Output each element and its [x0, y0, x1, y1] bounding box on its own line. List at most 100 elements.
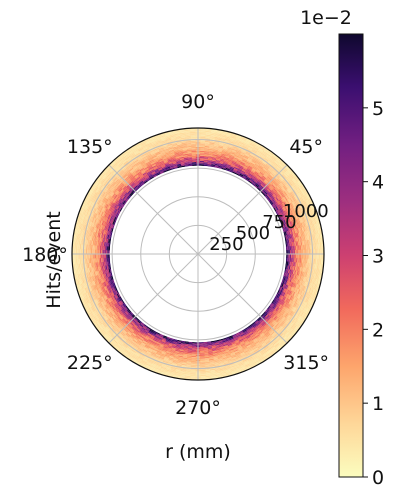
heat-cell [279, 320, 284, 325]
heat-cell [83, 214, 87, 221]
heat-cell [260, 348, 266, 353]
heat-cell [127, 319, 132, 324]
heat-cell [142, 155, 148, 160]
heat-cell [286, 234, 289, 239]
heat-cell [140, 142, 146, 146]
heat-cell [101, 329, 106, 336]
heat-cell [279, 161, 285, 167]
heat-cell [135, 170, 141, 174]
heat-cell [303, 253, 306, 259]
heat-cell [214, 341, 220, 344]
heat-cell [213, 146, 219, 149]
heat-cell [120, 314, 125, 319]
heat-cell [90, 281, 94, 287]
heat-cell [281, 197, 286, 202]
heat-cell [277, 171, 282, 177]
heat-cell [240, 151, 246, 155]
heat-cell [89, 267, 92, 273]
heat-cell [122, 337, 127, 342]
heat-cell [90, 221, 94, 228]
heat-cell [207, 154, 213, 157]
heat-cell [274, 301, 278, 306]
heat-cell [90, 254, 93, 259]
heat-cell [104, 273, 107, 279]
heat-cell [190, 134, 196, 136]
heat-cell [300, 262, 303, 268]
heat-cell [148, 330, 153, 334]
heat-cell [148, 358, 154, 363]
heat-cell [284, 177, 289, 183]
heat-cell [235, 353, 241, 357]
heat-cell [141, 360, 148, 364]
heat-cell [236, 342, 241, 346]
heat-cell [207, 342, 212, 345]
heat-cell [314, 289, 318, 296]
heat-cell [252, 157, 258, 162]
heat-cell [79, 234, 82, 240]
heat-cell [200, 134, 206, 136]
heat-cell [281, 202, 286, 207]
heat-cell [173, 148, 179, 152]
heat-cell [122, 167, 128, 172]
heat-cell [271, 299, 275, 304]
heat-cell [90, 306, 95, 313]
heat-cell [249, 153, 255, 157]
heat-cell [81, 288, 84, 295]
heat-cell [102, 322, 107, 328]
heat-cell [190, 148, 196, 150]
heat-cell [250, 161, 256, 165]
heat-cell [73, 248, 75, 255]
heat-cell [298, 231, 302, 237]
heat-cell [286, 238, 288, 243]
heat-cell [112, 300, 117, 305]
heat-cell [182, 149, 188, 152]
heat-cell [89, 272, 93, 278]
heat-cell [239, 340, 245, 345]
heat-cell [113, 204, 118, 209]
heat-cell [222, 355, 228, 359]
heat-cell [281, 291, 285, 297]
heat-cell [79, 258, 82, 265]
heat-cell [145, 169, 151, 174]
angle-tick-labels: 0°45°90°135°180°225°270°315° [22, 91, 362, 419]
heat-cell [281, 224, 284, 229]
heat-cell [136, 321, 141, 326]
heat-cell [224, 138, 230, 142]
heat-cell [205, 131, 211, 134]
heat-cell [116, 191, 120, 196]
heat-cell [140, 322, 145, 327]
heat-cell [121, 308, 126, 313]
heat-cell [233, 166, 239, 170]
heat-cell [286, 289, 290, 294]
heat-cell [119, 315, 124, 320]
heat-cell [101, 306, 106, 312]
heat-cell [218, 360, 224, 363]
heat-cell [295, 270, 298, 275]
heat-cell [302, 257, 304, 263]
heat-cell [146, 334, 151, 339]
heat-cell [103, 229, 106, 235]
heat-cell [142, 172, 147, 176]
heat-cell [287, 257, 289, 262]
heat-cell [208, 151, 214, 154]
heat-cell [115, 290, 119, 295]
heat-cell [225, 370, 232, 373]
heat-cell [114, 338, 120, 344]
heat-cell [170, 370, 177, 373]
heat-cell [141, 351, 147, 355]
heat-cell [145, 161, 151, 165]
heat-cell [255, 320, 259, 324]
heat-cell [287, 234, 290, 239]
heat-cell [293, 278, 296, 284]
heat-cell [108, 265, 110, 270]
heat-cell [89, 216, 93, 223]
heat-cell [281, 310, 286, 316]
heat-cell [164, 372, 171, 376]
heat-cell [258, 345, 264, 350]
heat-cell [213, 357, 219, 360]
heat-cell [224, 136, 231, 139]
heat-cell [259, 324, 264, 329]
heat-cell [133, 150, 139, 155]
heat-cell [266, 153, 272, 158]
heat-cell [319, 263, 322, 270]
